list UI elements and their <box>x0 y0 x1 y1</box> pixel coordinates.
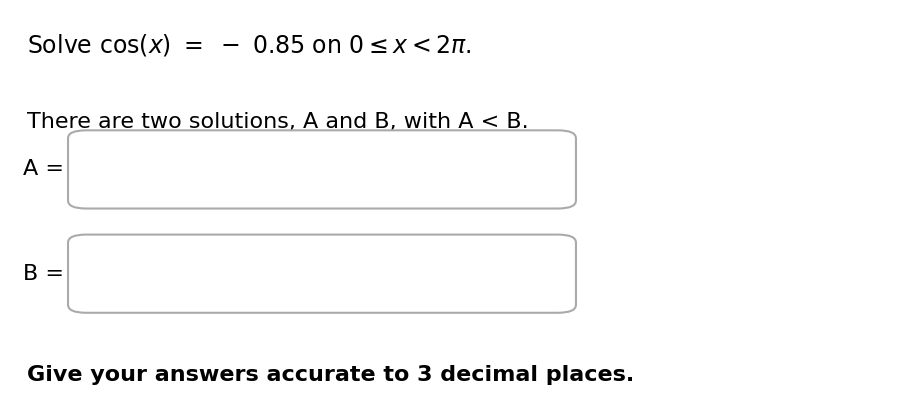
Text: Solve $\mathrm{cos}(x)\ =\ -\ 0.85$ on $0 \leq x < 2\pi$.: Solve $\mathrm{cos}(x)\ =\ -\ 0.85$ on $… <box>27 32 472 58</box>
Text: There are two solutions, A and B, with A < B.: There are two solutions, A and B, with A… <box>27 112 529 132</box>
Text: A =: A = <box>23 160 63 179</box>
FancyBboxPatch shape <box>68 235 576 313</box>
Text: Give your answers accurate to 3 decimal places.: Give your answers accurate to 3 decimal … <box>27 365 635 385</box>
FancyBboxPatch shape <box>68 130 576 209</box>
Text: B =: B = <box>23 264 63 284</box>
